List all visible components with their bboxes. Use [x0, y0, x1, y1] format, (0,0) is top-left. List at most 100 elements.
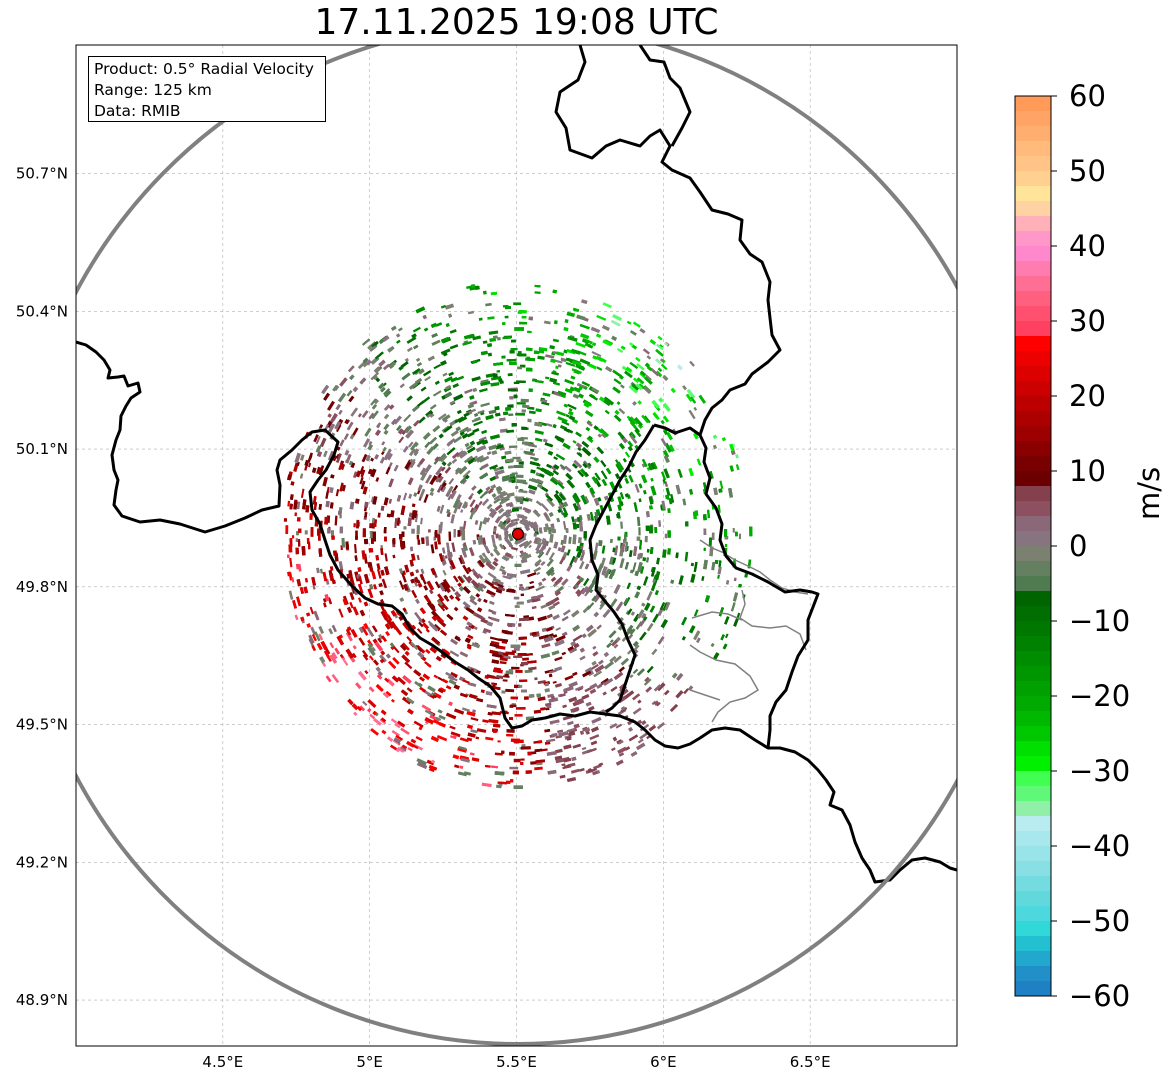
echo-cell — [575, 341, 586, 348]
echo-cell — [637, 699, 642, 704]
echo-cell — [341, 657, 349, 666]
colorbar-tick-label: 60 — [1069, 79, 1106, 113]
echo-cell — [289, 557, 293, 568]
echo-cell — [513, 785, 523, 789]
echo-cell — [304, 530, 308, 535]
echo-cell — [318, 625, 324, 634]
echo-cell — [649, 525, 653, 534]
echo-cell — [472, 611, 478, 616]
echo-cell — [413, 492, 418, 497]
echo-cell — [335, 404, 341, 411]
echo-cell — [362, 650, 369, 658]
echo-cell — [575, 685, 584, 691]
echo-cell — [545, 354, 555, 359]
echo-cell — [301, 546, 306, 556]
echo-cell — [634, 428, 642, 438]
axis-ticks: 4.5°E 5°E 5.5°E 6°E 6.5°E48.9°N49.2°N49.5°N4… — [16, 165, 831, 1071]
echo-cell — [448, 701, 453, 707]
echo-cell — [464, 455, 474, 464]
echo-cell — [363, 623, 369, 630]
echo-cell — [584, 592, 589, 597]
echo-cell — [367, 646, 376, 657]
echo-cell — [735, 454, 739, 459]
echo-cell — [574, 505, 579, 511]
echo-cell — [502, 495, 511, 500]
echo-cell — [430, 322, 438, 329]
echo-cell — [429, 491, 434, 496]
echo-cell — [571, 756, 577, 762]
echo-cell — [557, 505, 565, 516]
echo-cell — [550, 477, 559, 486]
echo-cell — [626, 320, 632, 325]
colorbar-segment — [1015, 501, 1051, 517]
echo-cell — [588, 435, 593, 441]
echo-cell — [462, 601, 471, 609]
echo-cell — [492, 335, 498, 339]
echo-cell — [570, 640, 577, 647]
echo-cell — [467, 457, 476, 465]
echo-cell — [513, 739, 524, 744]
echo-cell — [473, 571, 480, 579]
echo-cell — [432, 694, 438, 699]
echo-cell — [588, 706, 595, 712]
echo-cell — [622, 458, 627, 463]
echo-cell — [644, 362, 650, 368]
region-border — [689, 539, 809, 723]
echo-cell — [422, 673, 431, 681]
echo-cell — [634, 417, 643, 427]
echo-cell — [464, 637, 471, 644]
echo-cell — [522, 404, 530, 409]
echo-cell — [361, 410, 369, 419]
echo-cell — [487, 712, 493, 716]
echo-cell — [662, 449, 670, 458]
lat-tick-label: 50.4°N — [16, 302, 68, 320]
echo-cell — [412, 368, 421, 375]
echo-cell — [671, 672, 678, 679]
echo-cell — [632, 693, 641, 701]
echo-cell — [614, 473, 621, 480]
echo-cell — [367, 699, 377, 709]
echo-cell — [390, 510, 395, 518]
echo-cell — [384, 677, 390, 683]
echo-cell — [330, 413, 338, 423]
echo-cell — [535, 537, 541, 545]
echo-cell — [491, 580, 498, 586]
echo-cell — [477, 573, 483, 579]
echo-cell — [541, 577, 547, 582]
echo-cell — [366, 707, 372, 713]
echo-cell — [596, 366, 603, 371]
echo-cell — [437, 599, 444, 607]
echo-cell — [484, 546, 490, 554]
echo-cell — [528, 544, 532, 549]
echo-cell — [503, 527, 508, 532]
echo-cell — [678, 575, 684, 585]
echo-cell — [554, 576, 564, 585]
echo-cell — [662, 374, 669, 382]
echo-cell — [535, 500, 543, 507]
echo-cell — [535, 549, 541, 554]
echo-cell — [449, 594, 455, 600]
echo-cell — [373, 366, 381, 374]
echo-cell — [515, 707, 526, 710]
echo-cell — [475, 593, 480, 598]
echo-cell — [636, 668, 645, 677]
echo-cell — [448, 371, 454, 377]
echo-cell — [425, 410, 434, 418]
echo-cell — [429, 412, 435, 418]
echo-cell — [690, 573, 696, 583]
echo-cell — [581, 746, 587, 751]
echo-cell — [459, 450, 467, 457]
echo-cell — [538, 527, 543, 534]
echo-cell — [604, 568, 611, 579]
echo-cell — [401, 696, 412, 705]
echo-cell — [299, 473, 304, 479]
echo-cell — [619, 558, 625, 569]
echo-cell — [375, 377, 381, 383]
colorbar-segment — [1015, 801, 1051, 817]
echo-cell — [453, 528, 456, 538]
echo-cell — [509, 396, 514, 400]
echo-cell — [336, 635, 345, 646]
radar-site-marker — [511, 528, 524, 541]
echo-cell — [463, 771, 472, 776]
echo-cell — [383, 404, 391, 412]
